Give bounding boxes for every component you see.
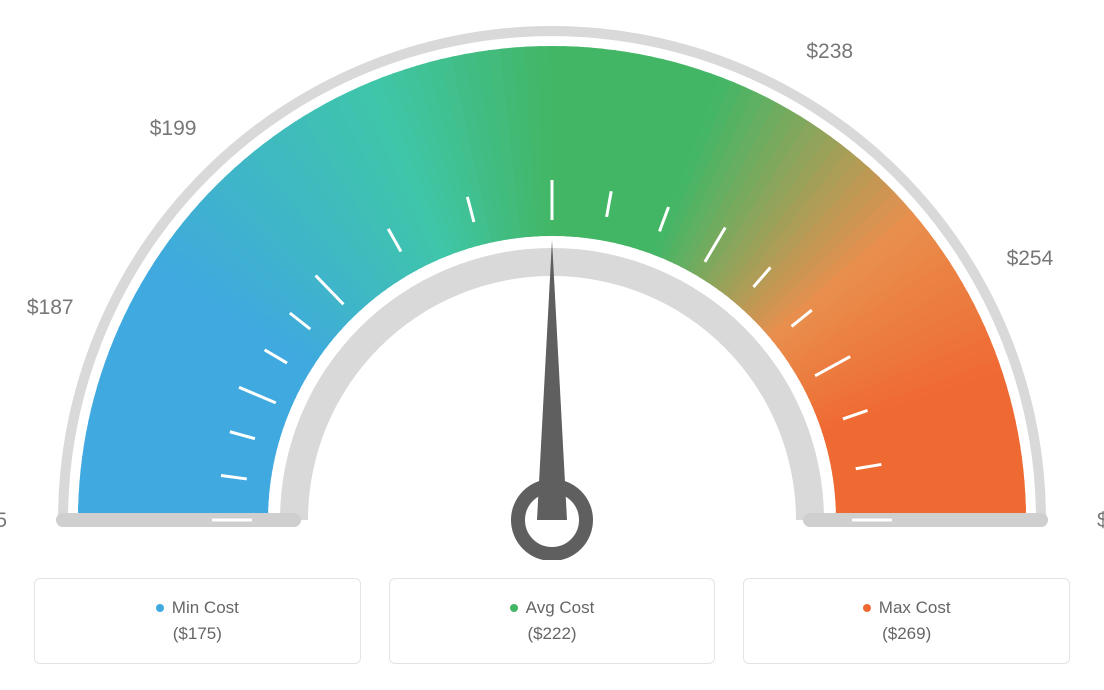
svg-text:$238: $238 [806,40,853,63]
min-dot-icon [156,604,164,612]
svg-text:$269: $269 [1097,509,1104,532]
avg-cost-label: Avg Cost [526,598,595,618]
avg-dot-icon [510,604,518,612]
svg-text:$254: $254 [1007,247,1054,270]
svg-text:$187: $187 [27,296,74,319]
svg-text:$175: $175 [0,509,7,532]
min-cost-value: ($175) [173,624,222,644]
min-cost-card: Min Cost ($175) [34,578,361,664]
max-dot-icon [863,604,871,612]
cost-gauge: $175$187$199$222$238$254$269 [0,0,1104,560]
avg-cost-card: Avg Cost ($222) [389,578,716,664]
avg-cost-value: ($222) [527,624,576,644]
max-cost-card: Max Cost ($269) [743,578,1070,664]
summary-cards: Min Cost ($175) Avg Cost ($222) Max Cost… [34,578,1070,664]
max-cost-value: ($269) [882,624,931,644]
svg-text:$199: $199 [150,117,197,140]
max-cost-label: Max Cost [879,598,951,618]
min-cost-label: Min Cost [172,598,239,618]
